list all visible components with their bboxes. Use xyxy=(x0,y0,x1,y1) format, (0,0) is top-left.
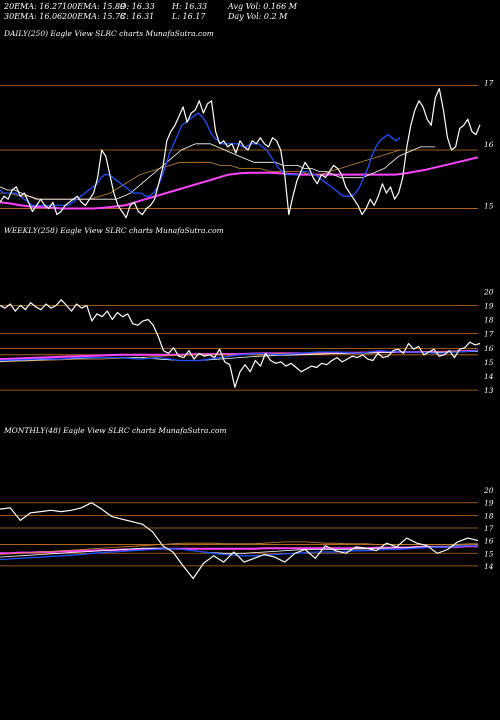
weekly-y-tick-label: 13 xyxy=(484,386,494,395)
monthly-y-tick-label: 15 xyxy=(484,549,494,558)
daily-ema-fast-line xyxy=(0,112,401,207)
weekly-y-tick-label: 14 xyxy=(484,372,494,381)
daily-y-tick-label: 16 xyxy=(484,140,494,149)
daily-y-tick-label: 17 xyxy=(484,78,494,87)
monthly-panel: 14 15 16 17 18 19 20 xyxy=(0,486,494,580)
ema20-readout: 20EMA: 16.27 xyxy=(4,2,63,11)
weekly-y-tick-label: 16 xyxy=(484,344,494,353)
monthly-y-tick-label: 19 xyxy=(484,499,494,508)
weekly-y-tick-label: 19 xyxy=(484,301,494,310)
daily-ema-long-line xyxy=(0,156,479,210)
monthly-y-tick-label: 20 xyxy=(483,486,494,495)
ema100-readout: 100EMA: 15.89 xyxy=(62,2,126,11)
open-readout: O: 16.33 xyxy=(120,2,155,11)
weekly-y-tick-label: 17 xyxy=(484,330,494,339)
weekly-y-tick-label: 20 xyxy=(483,287,494,296)
monthly-y-tick-label: 16 xyxy=(484,537,494,546)
daily-panel-label: DAILY(250) Eagle View SLRC charts Munafa… xyxy=(4,29,214,38)
monthly-price-line xyxy=(0,502,479,580)
ema200-readout: 200EMA: 15.78 xyxy=(62,12,126,21)
monthly-ema-fast-line xyxy=(0,545,478,561)
close-readout: C: 16.31 xyxy=(120,12,155,21)
monthly-y-tick-label: 14 xyxy=(484,562,494,571)
monthly-ema-slow-line xyxy=(0,541,478,555)
daily-panel: 15 16 17 xyxy=(0,78,494,219)
daily-y-tick-label: 15 xyxy=(484,201,494,210)
monthly-panel-label: MONTHLY(48) Eagle View SLRC charts Munaf… xyxy=(4,426,227,435)
monthly-y-tick-label: 18 xyxy=(484,511,494,520)
ema30-readout: 30EMA: 16.06 xyxy=(4,12,63,21)
monthly-y-tick-label: 17 xyxy=(484,524,494,533)
weekly-panel: 13 14 15 16 17 18 19 20 xyxy=(0,287,494,395)
weekly-y-tick-label: 15 xyxy=(484,358,494,367)
high-readout: H: 16.33 xyxy=(172,2,208,11)
avg-vol-readout: Avg Vol: 0.166 M xyxy=(228,2,297,11)
daily-ema-mid-line xyxy=(0,143,435,200)
weekly-ema-fast-line xyxy=(0,349,479,362)
low-readout: L: 16.17 xyxy=(172,12,206,21)
daily-price-line xyxy=(0,87,481,219)
monthly-ema-mid-line xyxy=(0,544,479,558)
weekly-panel-label: WEEKLY(258) Eagle View SLRC charts Munaf… xyxy=(4,226,224,235)
weekly-price-line xyxy=(0,299,481,388)
weekly-y-tick-label: 18 xyxy=(484,316,494,325)
day-vol-readout: Day Vol: 0.2 M xyxy=(228,12,288,21)
